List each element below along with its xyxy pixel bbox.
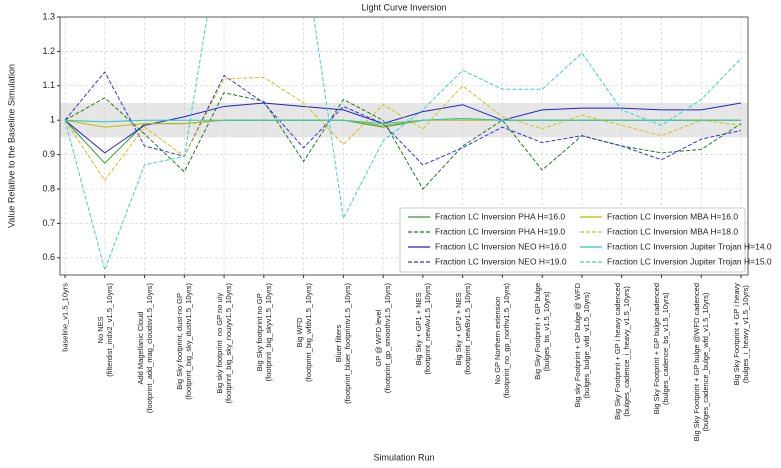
x-tick-label: No GP Northern extension (footprint_no_g…: [493, 283, 512, 399]
chart-title: Light Curve Inversion: [361, 2, 446, 12]
x-tick-label: Big Sky footprint no GP (footprint_big_s…: [254, 283, 273, 382]
y-tick-label: 1.2: [42, 46, 55, 56]
legend-label: Fraction LC Inversion PHA H=19.0: [435, 226, 565, 236]
y-tick-label: 0.8: [42, 183, 55, 193]
plot-lines: [64, 17, 742, 272]
y-tick-label: 1.3: [42, 11, 55, 21]
legend-label: Fraction LC Inversion MBA H=16.0: [607, 211, 738, 221]
x-tick-label: Big sky footprint no GP no uiy (footprin…: [215, 283, 234, 404]
x-tick-label: Big sky Footprint + GP bulge @ WFD (bulg…: [572, 283, 591, 408]
y-tick-label: 0.9: [42, 149, 55, 159]
x-tick-label: Bluer filters (footprint_bluer_footprint…: [334, 283, 353, 404]
y-tick-label: 0.6: [42, 252, 55, 262]
series-line: [64, 17, 742, 272]
series-line: [64, 76, 742, 182]
legend-label: Fraction LC Inversion MBA H=18.0: [607, 226, 738, 236]
y-axis-label: Value Relative to the Baseline Simulatio…: [6, 64, 16, 228]
series-line: [64, 71, 742, 166]
series-line: [64, 117, 741, 125]
legend-label: Fraction LC Inversion NEO H=16.0: [435, 241, 567, 251]
y-tick-label: 1.1: [42, 80, 55, 90]
series-line: [64, 102, 742, 154]
x-tick-label: Big Sky + GP1 + NES (footprint_newAv1.5_…: [413, 283, 432, 375]
x-tick-label: Big Sky Footprint + GP i heavy (bulges_i…: [732, 283, 750, 386]
legend-label: Fraction LC Inversion NEO H=19.0: [435, 256, 567, 266]
x-tick-label: baseline_v1.5_10yrs: [60, 283, 70, 352]
x-tick-label: Add Magellanic Cloud (footprint_add_mag_…: [135, 283, 154, 414]
x-tick-label: Big Sky Footprint + GP bulge (bulges_bs_…: [533, 283, 552, 380]
x-tick-label: Big Sky + GP2 + NES (footprint_newBv1.5_…: [453, 283, 472, 375]
x-tick-label: Big Sky Footprint + GP bulge cadenced (b…: [652, 283, 671, 415]
x-tick-label: No NES (filterdist_indx2_v1.5_10yrs): [95, 283, 114, 377]
legend-box: [399, 207, 746, 273]
y-tick-label: 0.7: [42, 218, 55, 228]
legend-label: Fraction LC Inversion PHA H=16.0: [435, 211, 565, 221]
series-line: [64, 92, 742, 190]
legend-label: Fraction LC Inversion Jupiter Trojan H=1…: [607, 241, 772, 251]
x-tick-label: Big WFD (footprint_big_wfdv1.5_10yrs): [294, 283, 313, 382]
legend-label: Fraction LC Inversion Jupiter Trojan H=1…: [607, 256, 772, 266]
x-tick-label: Big Sky footprint, dust-no GP (footprint…: [175, 283, 194, 400]
x-axis-label: Simulation Run: [373, 452, 434, 462]
y-tick-label: 1: [50, 115, 55, 125]
x-tick-label: Big Sky Footprint + GP bulge @WFD cadenc…: [692, 283, 711, 442]
plot-frame: [59, 16, 749, 276]
x-tick-label: Big Sky Footprint + GP i heavy cadenced …: [612, 283, 631, 420]
x-tick-label: GP @ WFD level (footprint_gp_smoothv1.5_…: [374, 283, 393, 394]
